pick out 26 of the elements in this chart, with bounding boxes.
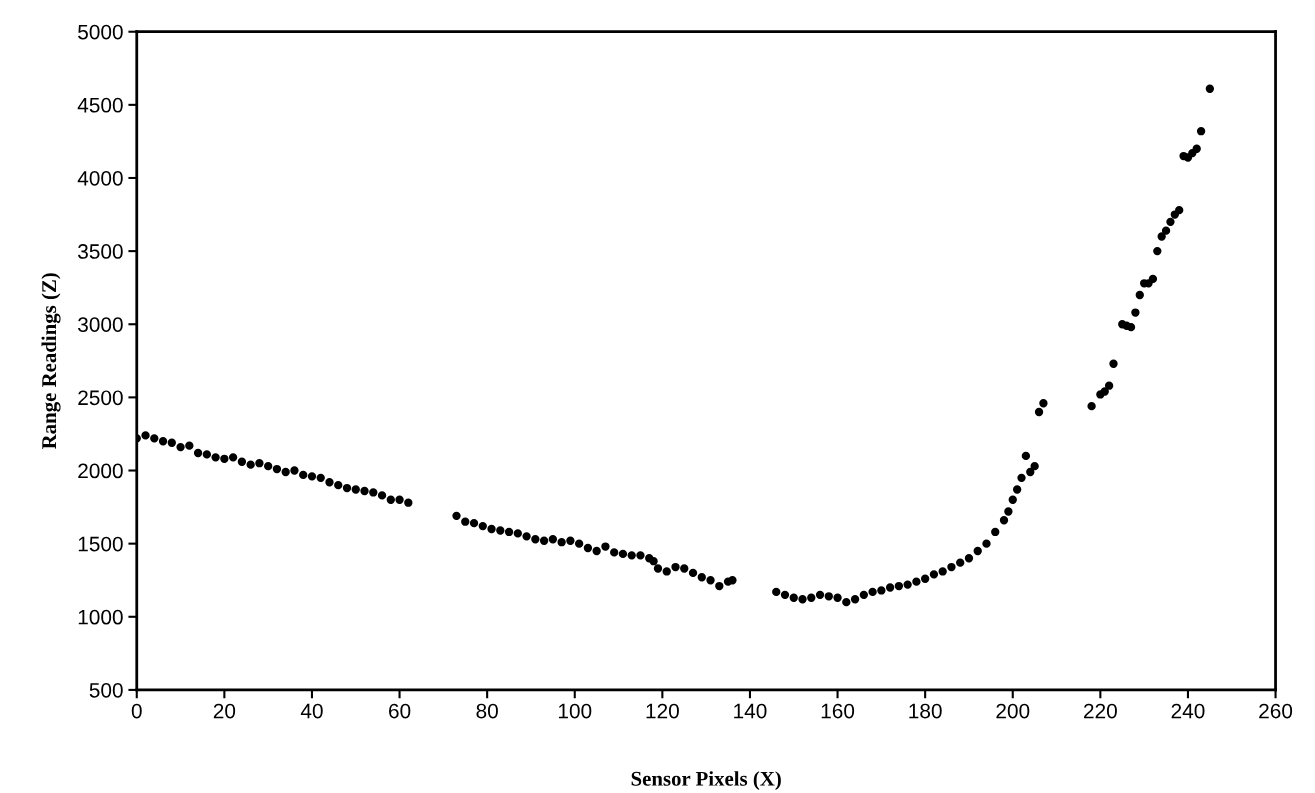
y-tick-label: 4000	[77, 170, 123, 186]
x-tick-label: 20	[213, 703, 236, 719]
y-tick-label: 3000	[78, 317, 123, 332]
x-tick-label: 240	[1171, 703, 1205, 719]
y-axis-title: Range Readings (Z)	[41, 273, 61, 450]
y-tick-label: 2000	[78, 463, 123, 479]
x-tick-label: 60	[389, 703, 411, 719]
x-tick-label: 180	[909, 703, 942, 719]
x-tick-label: 80	[476, 703, 498, 719]
x-tick-label: 0	[131, 703, 142, 719]
x-tick-label: 260	[1259, 703, 1293, 719]
y-tick-label: 1500	[78, 536, 123, 552]
x-tick-label: 100	[558, 703, 592, 719]
x-tick-label: 140	[734, 703, 767, 719]
y-tick-label: 5000	[78, 24, 123, 40]
x-tick-label: 220	[1084, 703, 1117, 719]
y-tick-label: 1000	[78, 609, 123, 625]
x-tick-label: 200	[996, 703, 1030, 719]
y-tick-label: 4500	[77, 97, 123, 113]
x-tick-label: 120	[646, 703, 679, 719]
y-tick-label: 2500	[78, 390, 123, 406]
x-tick-label: 40	[300, 703, 323, 719]
y-tick-label: 500	[89, 682, 123, 698]
x-axis-title: Sensor Pixels (X)	[631, 771, 781, 791]
x-tick-label: 160	[821, 703, 855, 719]
y-tick-label: 3500	[78, 244, 123, 259]
